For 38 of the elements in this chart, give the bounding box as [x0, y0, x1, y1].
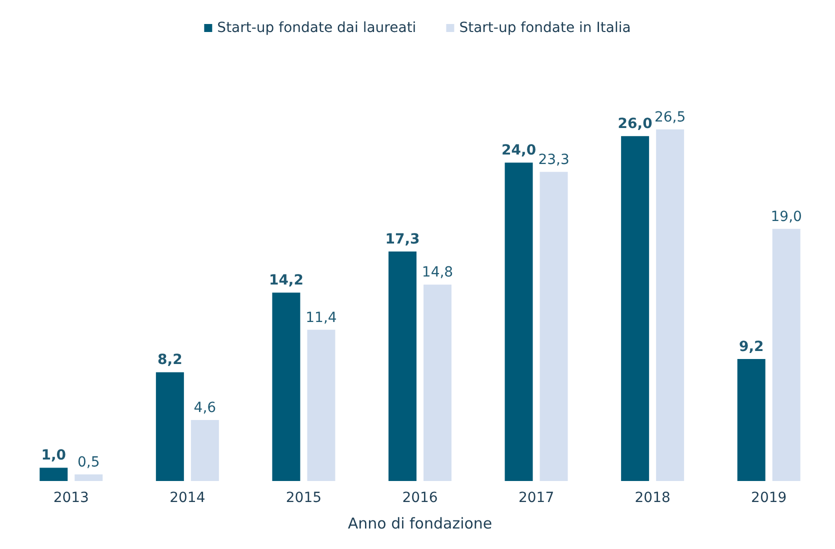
data-label: 19,0 — [770, 208, 802, 225]
bar — [156, 372, 184, 481]
bar — [656, 129, 684, 481]
bar — [540, 172, 568, 481]
x-tick-label: 2019 — [751, 490, 787, 506]
bar — [737, 358, 766, 481]
bar — [424, 284, 452, 481]
data-label: 1,0 — [41, 448, 66, 464]
x-tick-label: 2013 — [53, 490, 89, 506]
data-label: 17,3 — [385, 231, 420, 248]
x-tick-label: 2015 — [286, 490, 322, 506]
data-label: 14,8 — [422, 264, 454, 281]
legend-label: Start-up fondate in Italia — [459, 20, 631, 36]
x-tick-label: 2017 — [518, 490, 554, 506]
data-label: 11,4 — [306, 310, 337, 326]
legend-label: Start-up fondate dai laureati — [217, 20, 416, 36]
x-tick-label: 2014 — [170, 490, 206, 506]
data-label: 9,2 — [738, 338, 764, 355]
data-label: 24,0 — [502, 142, 536, 159]
data-label: 14,2 — [268, 272, 304, 289]
x-axis-title: Anno di fondazione — [348, 514, 492, 532]
bar — [74, 474, 103, 481]
data-label: 4,6 — [194, 400, 216, 416]
bar — [190, 420, 219, 481]
data-label: 23,3 — [538, 152, 570, 168]
data-label: 0,5 — [78, 454, 100, 470]
x-tick-label: 2018 — [634, 490, 670, 506]
bar — [307, 330, 336, 481]
bar — [504, 162, 533, 481]
x-tick-label: 2016 — [402, 490, 438, 506]
data-label: 26,0 — [618, 116, 653, 132]
data-label: 26,5 — [654, 109, 686, 126]
bar — [40, 468, 68, 481]
data-label: 8,2 — [158, 352, 182, 368]
bar — [772, 228, 800, 481]
bar — [388, 251, 416, 481]
bar — [621, 136, 650, 481]
bar — [272, 292, 300, 481]
